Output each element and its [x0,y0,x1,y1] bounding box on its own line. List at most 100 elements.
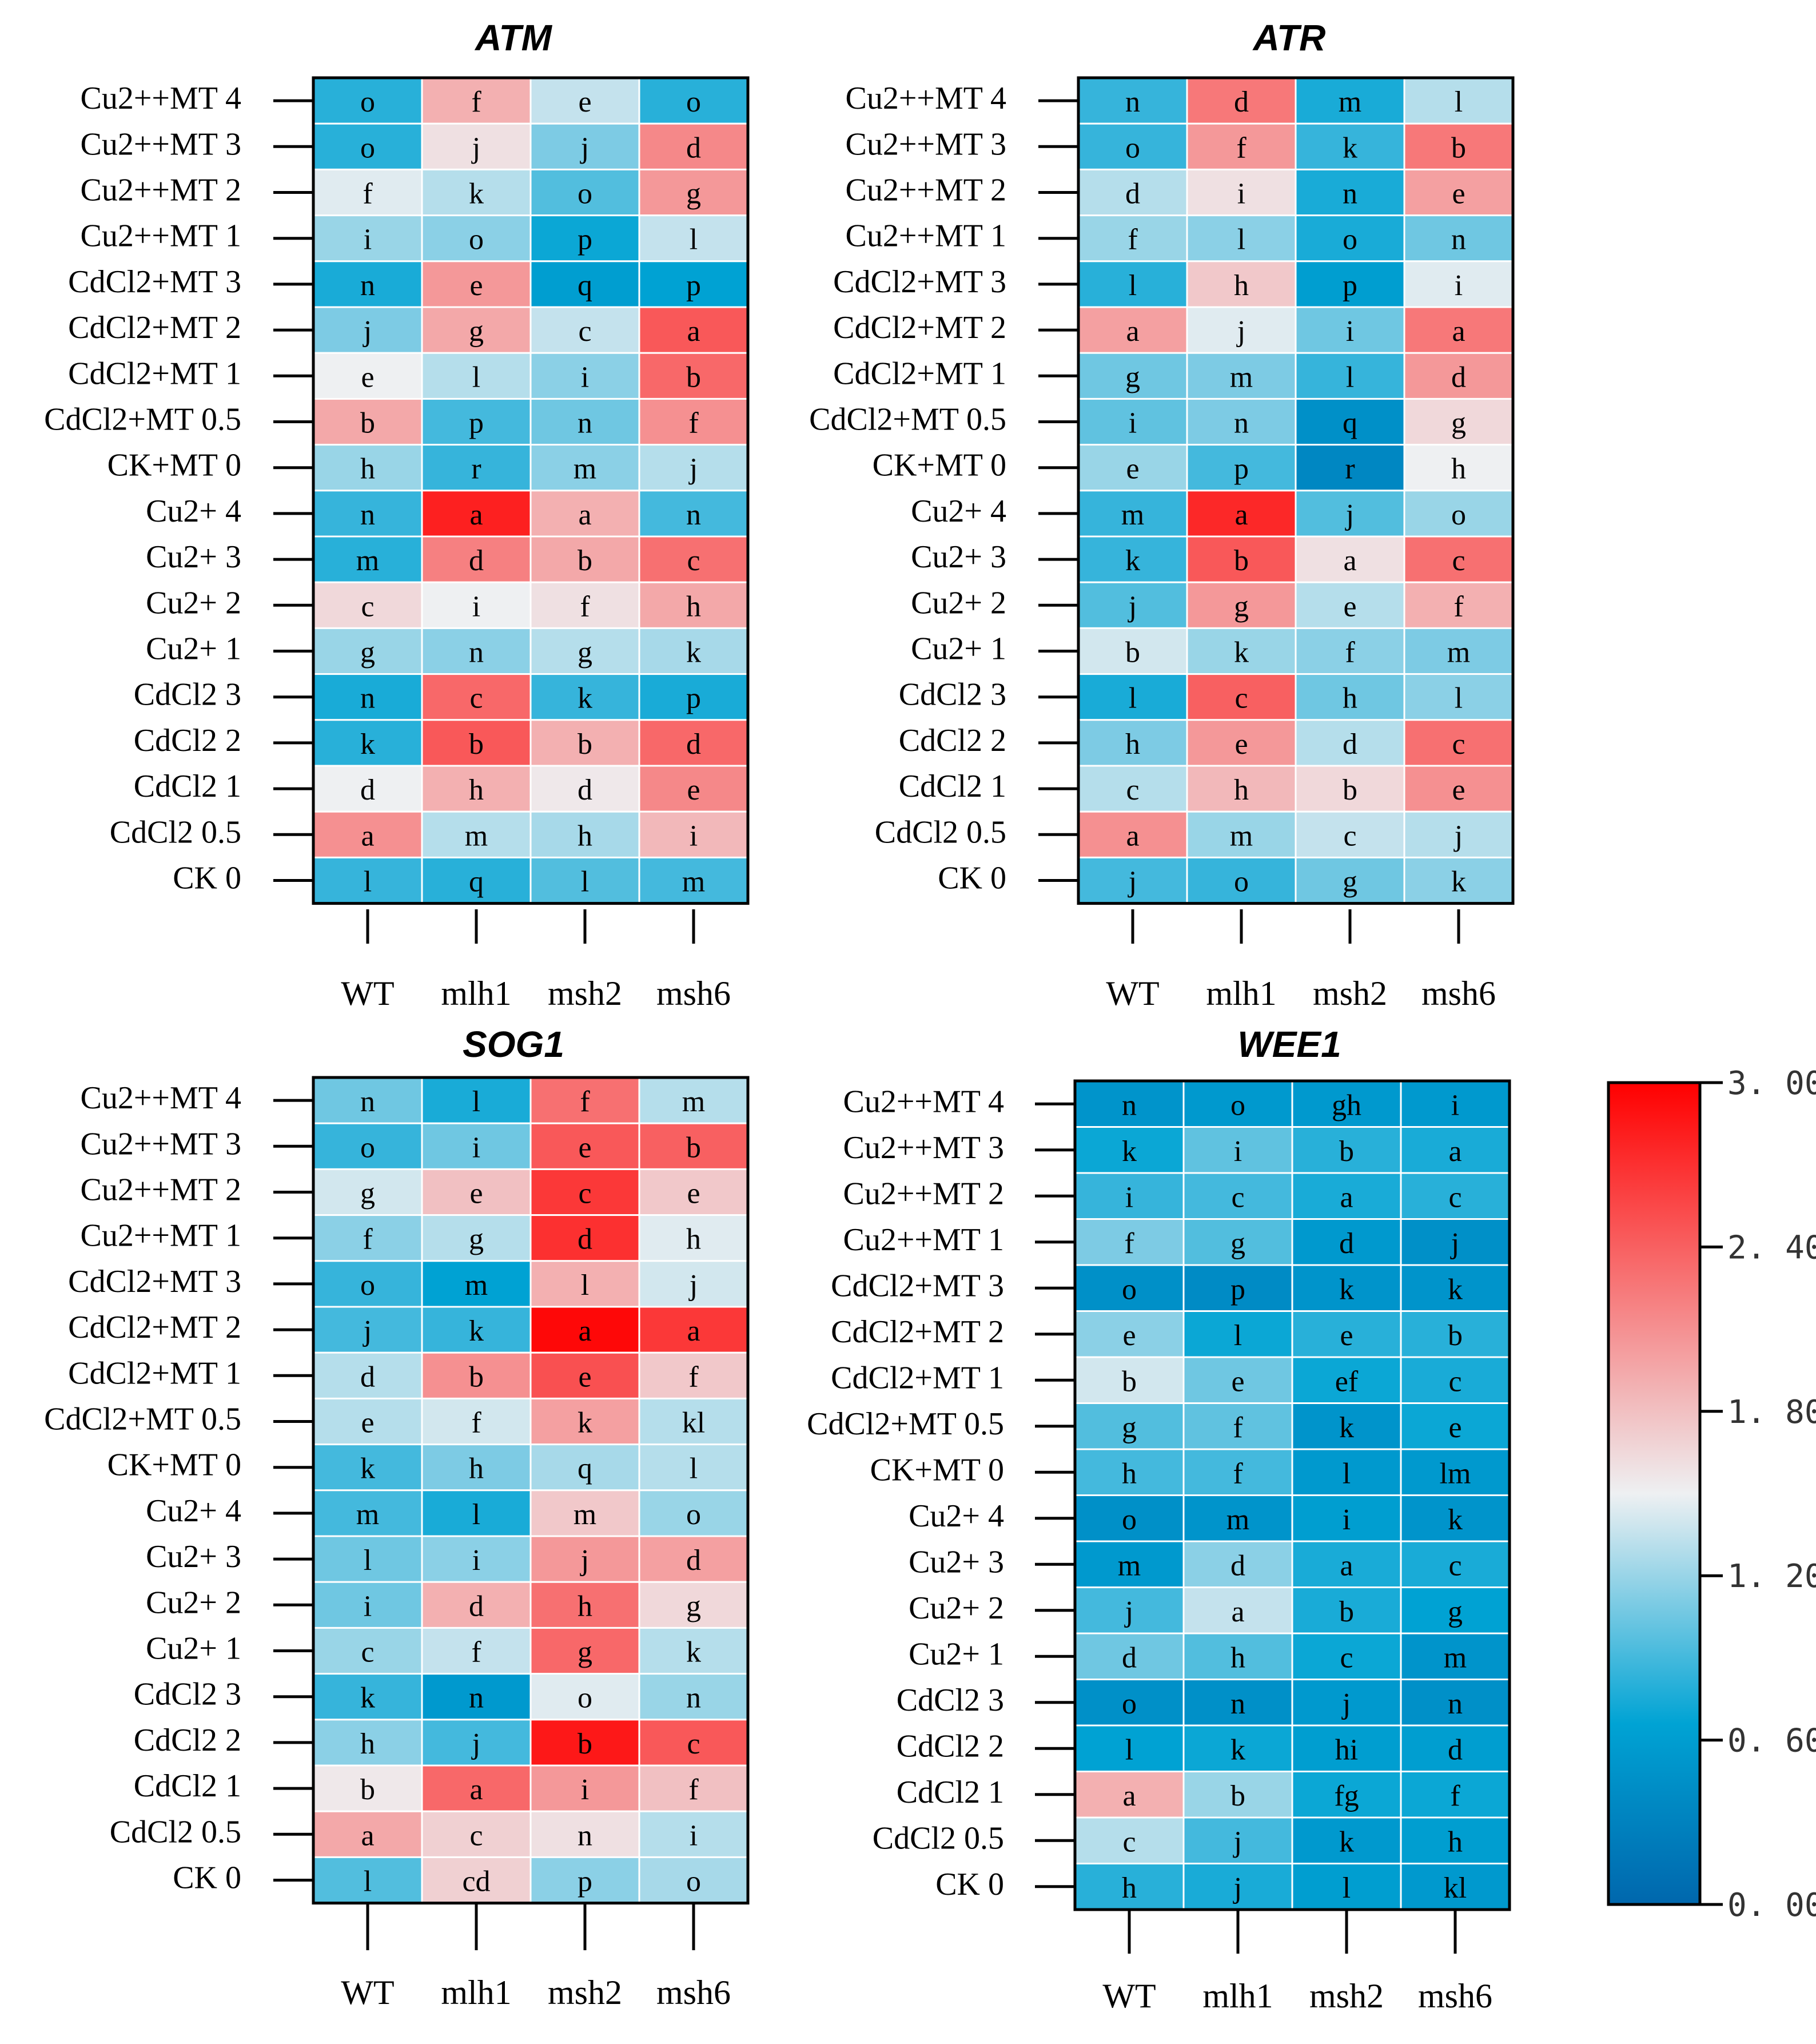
heatmap-cell-sog1-cdcl2-1-msh6 [638,1764,749,1812]
cell-letter-atm-cdcl2-mt-0-5-wt: b [360,407,375,440]
row-label-atm-ck-0: CK 0 [173,861,241,896]
cell-letter-atm-cu2-mt-2-msh2: o [578,178,592,210]
heatmap-frame-atr [1077,76,1515,905]
cell-letter-atr-cu2-mt-1-msh6: n [1451,224,1466,256]
cell-letter-wee1-ck-0-msh6: kl [1444,1872,1467,1904]
heatmap-cell-wee1-cdcl2-mt-0-5-msh2 [1291,1402,1402,1450]
row-label-sog1-ck-mt-0: CK+MT 0 [107,1447,241,1483]
cell-letter-wee1-cu2-2-msh6: g [1448,1596,1463,1628]
cell-letter-atm-cdcl2-mt-0-5-msh2: n [578,407,592,440]
cell-letter-atr-cdcl2-0-5-mlh1: m [1230,820,1253,852]
cell-letter-atr-ck-0-msh6: k [1451,866,1466,898]
cell-letter-wee1-cdcl2-mt-0-5-msh2: k [1339,1411,1354,1444]
row-label-wee1-cdcl2-mt-0-5: CdCl2+MT 0.5 [807,1406,1004,1442]
cell-letter-atr-cu2-3-wt: k [1125,544,1140,577]
cell-letter-sog1-cdcl2-mt-0-5-msh6: kl [682,1407,705,1439]
cell-letter-wee1-cdcl2-mt-2-wt: e [1122,1319,1136,1352]
heatmap-cell-wee1-cu2-4-msh6 [1400,1494,1511,1542]
cell-letter-wee1-cu2-mt-3-wt: k [1122,1135,1137,1168]
cell-letter-atm-cu2-mt-4-mlh1: f [471,86,481,118]
heatmap-cell-atm-cdcl2-mt-2-msh2 [529,306,640,354]
heatmap-cell-atm-cu2-1-wt [312,627,423,675]
cell-letter-sog1-cdcl2-3-msh2: o [578,1682,592,1715]
col-label-sog1-msh2: msh2 [548,1974,622,2011]
cell-letter-atm-cu2-mt-1-wt: i [364,224,372,256]
cell-letter-atm-cu2-1-msh6: k [686,637,701,669]
cell-letter-sog1-cu2-mt-1-msh2: d [578,1223,592,1256]
heatmap-cell-wee1-cu2-mt-1-mlh1 [1182,1218,1293,1266]
row-label-atm-cdcl2-mt-1: CdCl2+MT 1 [68,356,241,391]
heatmap-cell-sog1-cu2-mt-3-mlh1 [421,1122,532,1170]
row-label-wee1-cu2-1: Cu2+ 1 [909,1636,1004,1672]
cell-letter-atm-cdcl2-1-msh6: e [687,774,700,806]
heatmap-cell-wee1-cdcl2-1-msh6 [1400,1771,1511,1819]
cell-letter-atm-cu2-mt-1-mlh1: o [469,224,484,256]
heatmap-cell-sog1-cdcl2-mt-2-mlh1 [421,1306,532,1354]
heatmap-cell-atr-cdcl2-mt-2-msh2 [1295,306,1405,354]
cell-letter-sog1-cu2-3-wt: l [364,1544,372,1577]
cell-letter-atm-cdcl2-mt-2-msh6: a [687,315,700,348]
heatmap-cell-wee1-ck-mt-0-msh6 [1400,1448,1511,1496]
cell-letter-atr-cu2-1-wt: b [1125,637,1140,669]
cell-letter-sog1-cu2-mt-3-wt: o [360,1131,375,1164]
heatmap-cell-sog1-cdcl2-mt-1-mlh1 [421,1351,532,1399]
col-label-wee1-msh6: msh6 [1418,1977,1492,2015]
row-label-atr-cu2-mt-4: Cu2++MT 4 [845,81,1006,116]
panel-wee1: WEE1 n o gh ik i b ai c a cf g d jo p k ke l e bb e ef cg f k eh… [807,1024,1511,2015]
cell-letter-atm-cdcl2-mt-1-mlh1: l [472,361,480,393]
cell-letter-wee1-cdcl2-mt-1-msh6: c [1448,1365,1461,1398]
cell-letter-wee1-cu2-2-mlh1: a [1231,1596,1244,1628]
heatmap-cell-wee1-cdcl2-mt-3-mlh1 [1182,1264,1293,1312]
cell-letter-atm-ck-mt-0-msh6: j [688,453,698,486]
cell-letter-atr-cdcl2-mt-3-mlh1: h [1234,269,1249,302]
row-label-sog1-cu2-2: Cu2+ 2 [146,1585,241,1620]
panel-sog1: SOG1 n l f mo i e bg e c ef g d ho m l jj k a ad b e fe f k klk h… [44,1024,750,2011]
row-label-atm-cu2-3: Cu2+ 3 [146,539,241,575]
cell-letter-wee1-cu2-2-wt: j [1124,1596,1133,1628]
col-label-atm-wt: WT [341,975,394,1012]
row-label-wee1-cdcl2-mt-2: CdCl2+MT 2 [831,1314,1004,1350]
heatmap-cell-atm-ck-0-msh6 [638,856,749,905]
cell-letter-atr-ck-mt-0-mlh1: p [1234,453,1249,486]
col-label-wee1-wt: WT [1102,1977,1156,2015]
cell-letter-atr-cu2-4-msh2: j [1345,499,1354,531]
cell-letter-atm-cdcl2-mt-0-5-msh6: f [688,407,699,440]
cell-letter-sog1-cdcl2-0-5-wt: a [361,1819,374,1852]
row-label-sog1-cu2-mt-1: Cu2++MT 1 [80,1218,241,1254]
row-label-atr-cdcl2-3: CdCl2 3 [899,677,1006,713]
heatmap-cell-atm-cdcl2-0-5-msh2 [529,810,640,858]
row-label-atr-cu2-2: Cu2+ 2 [911,585,1006,621]
cell-letter-atr-cdcl2-1-mlh1: h [1234,774,1249,806]
cell-letter-atr-cdcl2-3-msh6: l [1455,682,1463,715]
cell-letter-sog1-cdcl2-mt-2-mlh1: k [469,1315,484,1347]
panel-title-atr: ATR [1252,17,1326,58]
cell-letter-wee1-cdcl2-mt-3-msh6: k [1448,1273,1463,1306]
cell-letter-atr-cu2-mt-4-mlh1: d [1234,86,1249,118]
row-label-atr-cdcl2-mt-3: CdCl2+MT 3 [833,264,1006,300]
colorbar-tick-label: 1. 20 [1727,1558,1816,1595]
cell-letter-wee1-cdcl2-mt-2-msh2: e [1340,1319,1353,1352]
cell-letter-wee1-cu2-mt-3-msh2: b [1339,1135,1354,1168]
cell-letter-sog1-cu2-mt-2-msh6: e [687,1178,700,1210]
cell-letter-atr-cdcl2-mt-1-wt: g [1125,361,1140,393]
col-label-sog1-msh6: msh6 [656,1974,731,2011]
heatmap-cell-atr-cu2-3-mlh1 [1186,535,1297,583]
cell-letter-atm-cu2-mt-2-mlh1: k [469,178,484,210]
row-label-atr-cdcl2-0-5: CdCl2 0.5 [875,814,1006,850]
cell-letter-atr-cu2-mt-1-mlh1: l [1237,224,1245,256]
heatmap-cell-sog1-cu2-3-msh6 [638,1535,749,1583]
cell-letter-atm-ck-mt-0-wt: h [360,453,375,486]
cell-letter-atr-cdcl2-mt-2-wt: a [1126,315,1139,348]
panel-title-wee1: WEE1 [1237,1024,1341,1065]
heatmap-cell-atr-cdcl2-mt-3-mlh1 [1186,260,1297,308]
heatmap-cell-atr-cu2-mt-4-msh2 [1295,77,1405,125]
cell-letter-sog1-cu2-mt-1-mlh1: g [469,1223,484,1256]
heatmap-cell-atm-cdcl2-2-msh2 [529,719,640,767]
cell-letter-wee1-cu2-1-msh2: c [1340,1641,1353,1674]
heatmap-cell-atr-cdcl2-1-msh2 [1295,765,1405,813]
cell-letter-atr-cu2-3-msh2: a [1343,544,1356,577]
heatmap-cell-atr-cu2-4-wt [1077,490,1188,538]
cell-letter-wee1-cu2-3-wt: m [1118,1549,1141,1582]
cell-letter-atr-cu2-mt-3-msh2: k [1343,132,1357,164]
